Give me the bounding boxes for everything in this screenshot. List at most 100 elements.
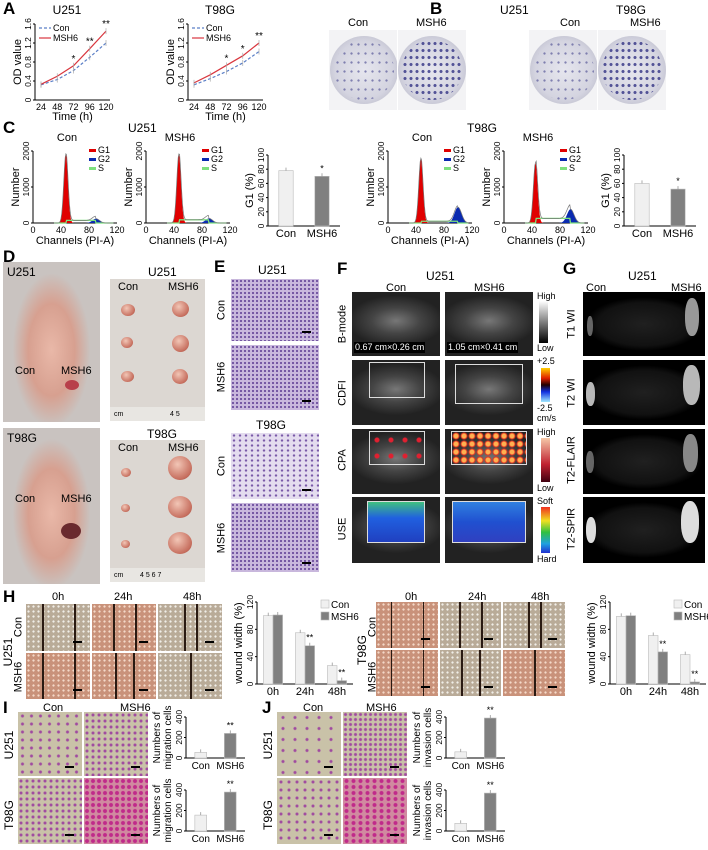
colony-photo-t98g-con <box>529 30 597 110</box>
significance-mark: * <box>676 176 680 186</box>
tumor-title-t98g: T98G <box>147 427 178 441</box>
legend-swatch-msh6 <box>320 611 330 621</box>
y-axis-label: migration cells <box>163 779 174 843</box>
wound-photo <box>439 650 502 696</box>
invasion-chart-u251: 0 200 400 Numbers of invasion cells Con MSH6 ** <box>412 705 505 772</box>
significance-mark: ** <box>338 668 346 678</box>
total-fit-line <box>166 153 227 224</box>
y-axis-label: Numbers of <box>412 784 423 836</box>
panel-label-g: G <box>563 259 577 278</box>
x-tick-label: MSH6 <box>216 834 244 845</box>
y-axis-label: Number <box>481 167 493 206</box>
wound-photo <box>92 604 156 651</box>
bar-msh6-0h <box>625 615 636 685</box>
panel-label-d: D <box>3 247 16 266</box>
panel-label-f: F <box>337 259 348 278</box>
legend-swatch-g2 <box>202 158 209 161</box>
he-title-t98g: T98G <box>256 418 287 432</box>
legend-label: G2 <box>211 154 223 164</box>
migration-chart-u251: 0 200 400 Numbers of migration cells Con MSH6 *… <box>152 706 245 772</box>
bar-msh6 <box>484 717 497 759</box>
y-tick-label: 80 <box>245 624 255 634</box>
chart-title: U251 <box>53 3 82 17</box>
panel-label-i: I <box>3 698 8 717</box>
x-tick-label: 96 <box>238 102 248 112</box>
significance-mark: ** <box>487 705 495 715</box>
x-axis-label: Channels (PI-A) <box>507 235 585 247</box>
legend-swatch-g1 <box>89 149 96 152</box>
mouse-label-t98g: T98G <box>7 431 38 445</box>
wound-edge-line <box>190 652 192 699</box>
bar-msh6 <box>224 733 237 759</box>
x-tick-label: 24 <box>36 102 46 112</box>
y-tick-label: 1.2 <box>23 37 33 49</box>
y-tick-label: 0.8 <box>23 56 33 68</box>
y-tick-label: 100 <box>612 148 622 162</box>
wound-time-24h-t98g: 24h <box>468 591 487 603</box>
mri-row-t2flair: T2-FLAIR <box>565 436 578 484</box>
y-tick-label: 0.4 <box>176 75 186 87</box>
mouse-photo-u251: U251 Con MSH6 <box>3 262 100 422</box>
wound-photo <box>503 602 565 648</box>
y-axis-label: invasion cells <box>423 781 434 840</box>
y-tick-label: 0 <box>176 97 186 102</box>
legend-label: Con <box>331 600 349 611</box>
wound-photo <box>92 652 156 699</box>
y-tick-label: 200 <box>434 730 444 744</box>
wound-photo <box>376 602 438 648</box>
x-axis-label: Channels (PI-A) <box>391 235 469 247</box>
bar-con <box>634 183 650 227</box>
mri-row-t2spir: T2-SPIR <box>565 507 578 551</box>
y-tick-label: 1000 <box>492 177 502 196</box>
legend-label: MSH6 <box>684 612 708 623</box>
mri-image-t1wi <box>583 292 705 356</box>
x-tick-label: 80 <box>439 225 449 235</box>
migration-col-msh6: MSH6 <box>120 702 151 714</box>
wound-edge-line <box>533 650 536 696</box>
y-tick-label: 40 <box>598 652 608 662</box>
significance-mark: * <box>72 54 76 65</box>
x-tick-label: Con <box>452 761 470 772</box>
colony-title-u251: U251 <box>500 3 529 17</box>
use-colorbar <box>541 507 550 553</box>
x-tick-label: 0 <box>30 225 35 235</box>
ultrasound-col-msh6: MSH6 <box>474 282 505 294</box>
tumor-photo-t98g: Con MSH6 cm 4 5 6 7 <box>110 440 205 582</box>
panel-label-h: H <box>3 587 16 606</box>
chart-title: MSH6 <box>523 132 554 144</box>
x-tick-label: 48h <box>328 686 346 698</box>
legend-swatch-s <box>89 167 96 170</box>
x-tick-label: 120 <box>109 225 124 235</box>
cdfi-scale-unit: cm/s <box>537 413 556 423</box>
x-tick-label: 72 <box>68 102 78 112</box>
cpa-colorbar <box>541 438 550 482</box>
ultrasound-row-use: USE <box>336 517 349 541</box>
x-tick-label: 120 <box>580 225 595 235</box>
invasion-col-con: Con <box>303 702 324 714</box>
wound-edge-line <box>390 650 393 696</box>
panel-label-b: B <box>430 0 443 18</box>
y-axis-label: OD value <box>165 39 177 85</box>
wound-edge-line <box>135 604 137 651</box>
y-tick-label: 0 <box>376 220 386 225</box>
scale-bar <box>139 640 148 643</box>
significance-mark: * <box>241 44 245 55</box>
y-axis-label: Numbers of <box>412 711 423 763</box>
mri-image-t2wi <box>583 360 705 425</box>
use-scale-soft: Soft <box>537 496 554 506</box>
x-tick-label: Con <box>452 834 470 845</box>
y-tick-label: 400 <box>434 710 444 724</box>
scale-bar <box>139 689 148 691</box>
y-tick-label: 20 <box>612 207 622 217</box>
he-title-u251: U251 <box>258 263 287 277</box>
y-tick-label: 1.6 <box>176 18 186 30</box>
x-tick-label: 0h <box>620 686 632 698</box>
wound-photo <box>26 652 90 699</box>
legend-swatch-msh6 <box>673 611 683 621</box>
ultrasound-col-con: Con <box>386 282 407 294</box>
he-photo-t98g-msh6 <box>231 503 319 572</box>
he-row-label-msh6: MSH6 <box>215 361 228 393</box>
legend-swatch-g1 <box>560 149 567 152</box>
y-axis-label: G1 (%) <box>244 173 256 208</box>
